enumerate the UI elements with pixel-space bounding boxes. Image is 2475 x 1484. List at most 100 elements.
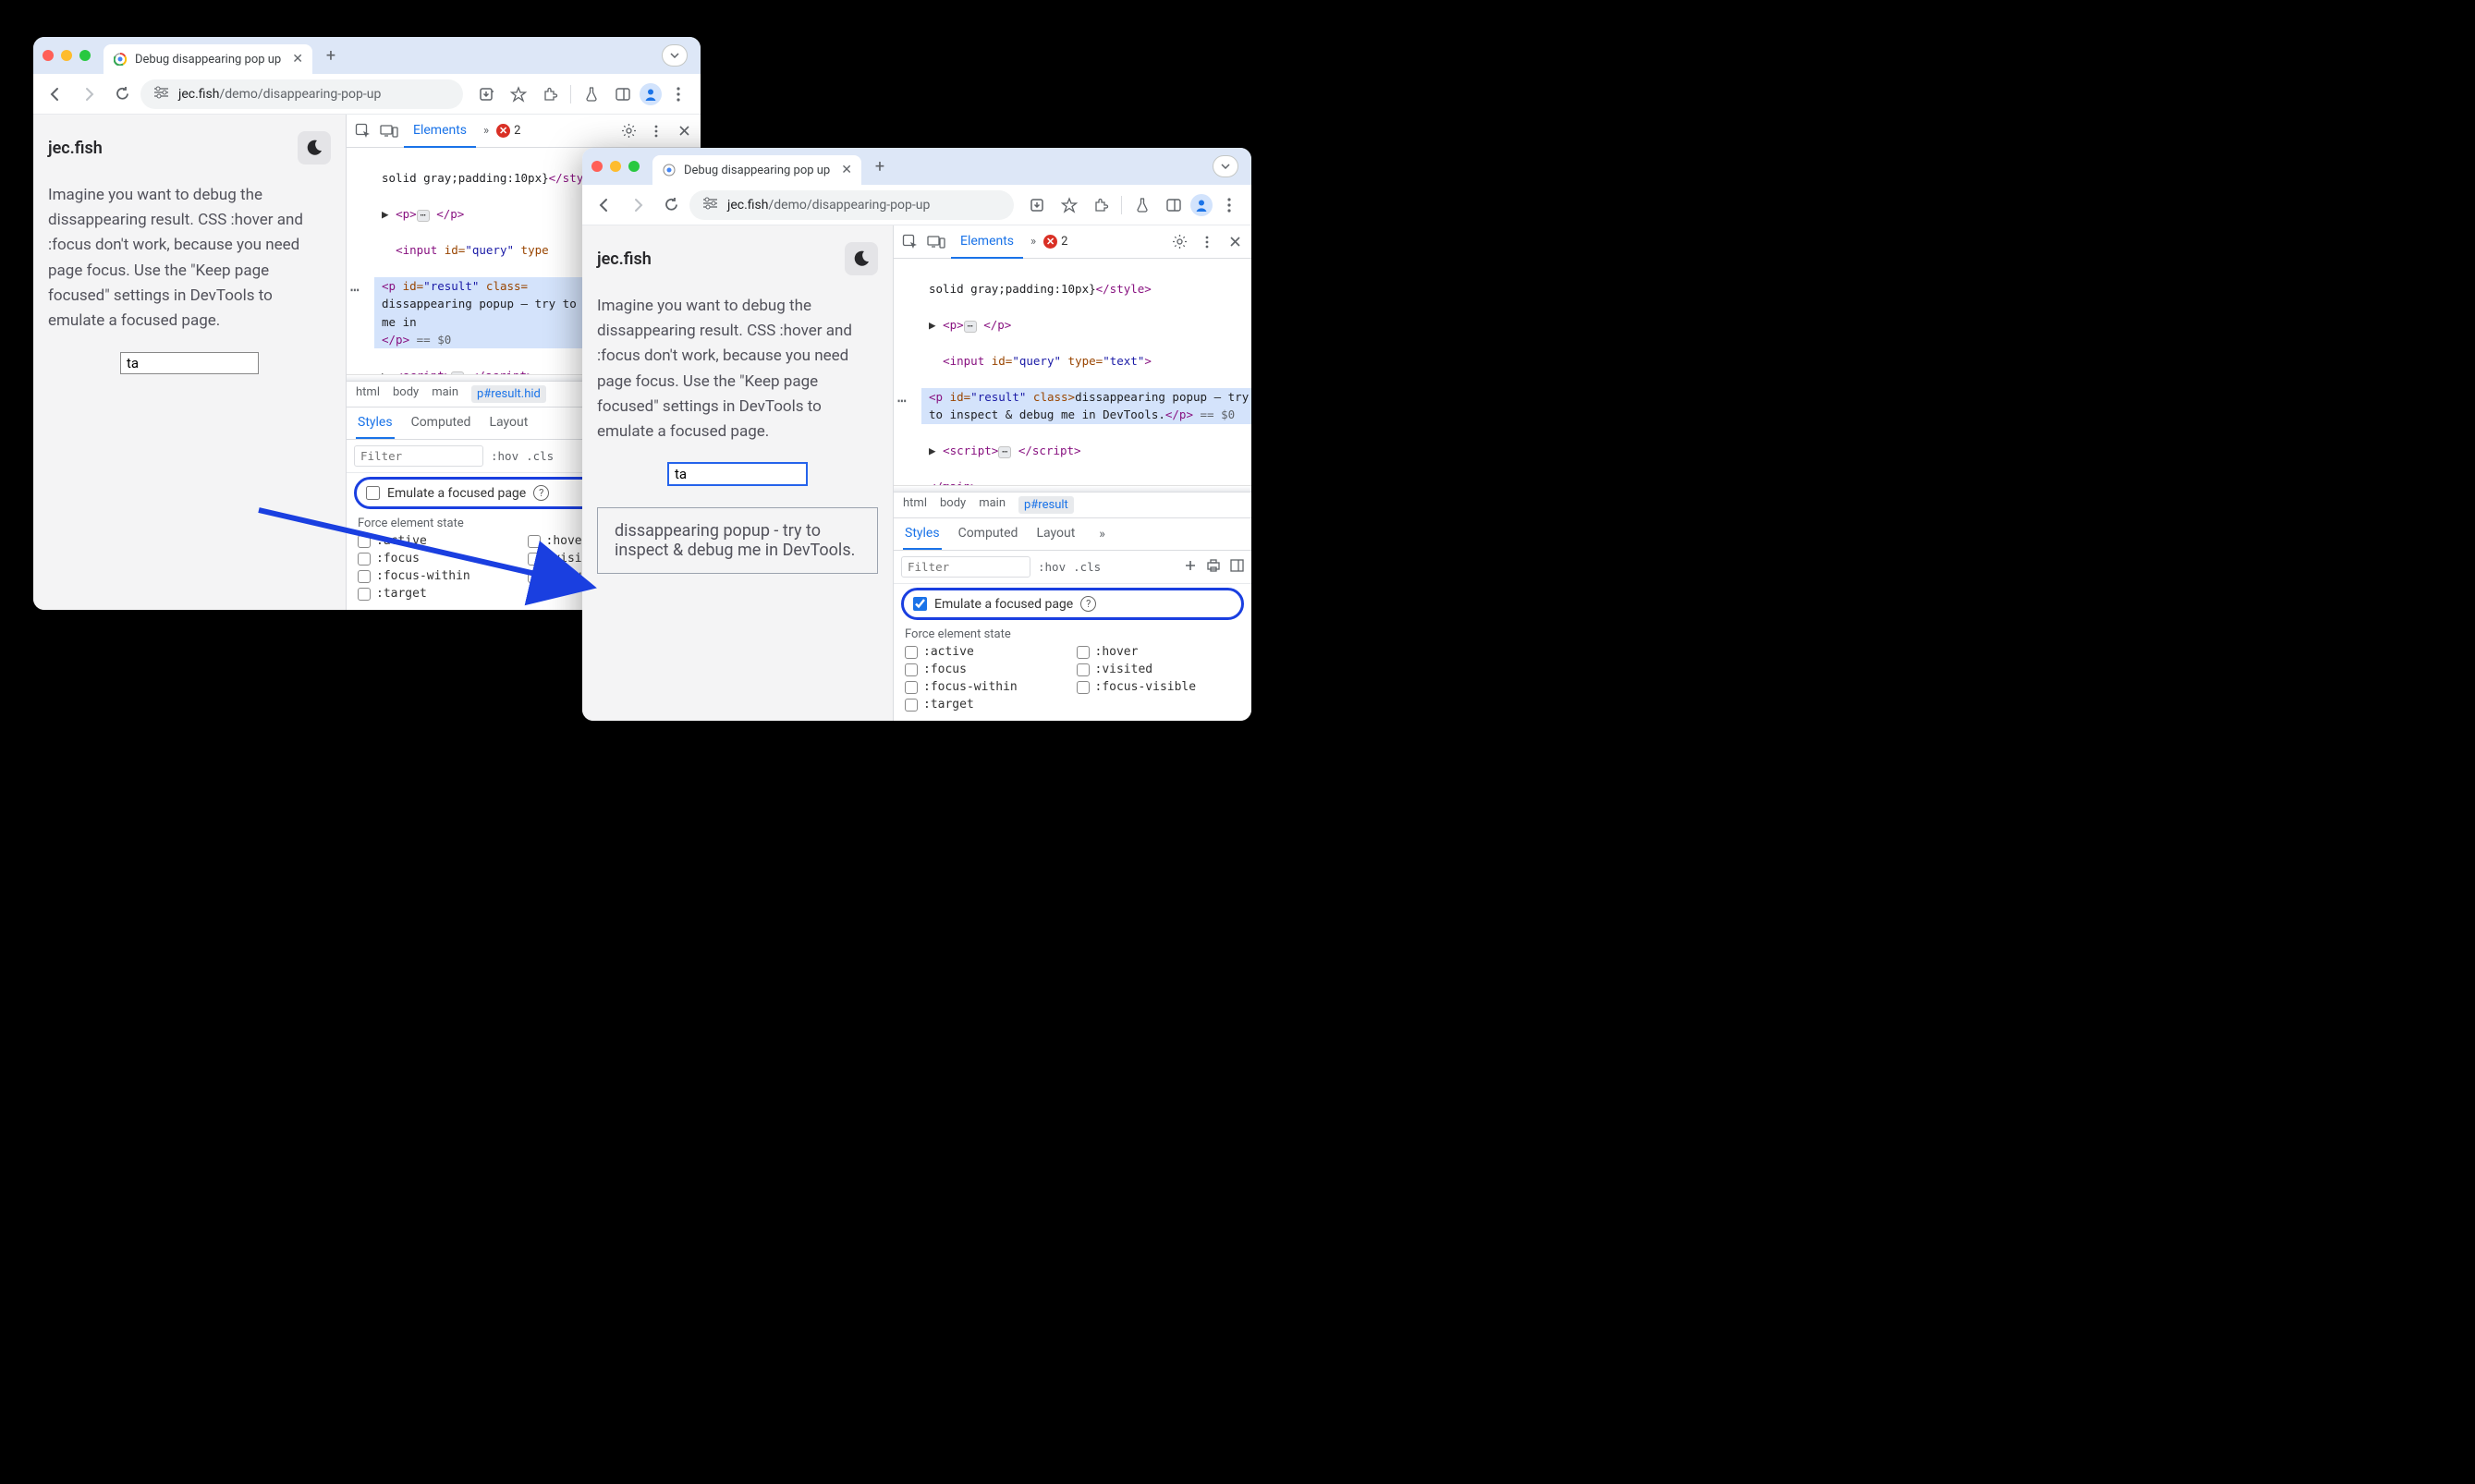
url-input[interactable]: jec.fish/demo/disappearing-pop-up [140, 79, 463, 109]
print-media-icon[interactable] [1206, 559, 1221, 575]
emulate-label: Emulate a focused page [387, 486, 526, 501]
theme-toggle[interactable] [845, 242, 878, 275]
query-input[interactable] [120, 352, 259, 374]
page-content: jec.fish Imagine you want to debug the d… [582, 225, 893, 721]
device-icon[interactable] [378, 120, 400, 142]
state-target[interactable]: :target [905, 698, 1069, 712]
browser-tab[interactable]: Debug disappearing pop up ✕ [652, 155, 861, 185]
computed-panel-icon[interactable] [1230, 559, 1244, 575]
tabs-overflow-icon[interactable]: » [1027, 235, 1040, 249]
favicon-icon [662, 163, 677, 177]
back-button[interactable] [41, 79, 70, 109]
close-tab-icon[interactable]: ✕ [292, 52, 303, 67]
back-button[interactable] [590, 190, 619, 220]
help-icon[interactable]: ? [1080, 596, 1096, 612]
maximize-window-btn[interactable] [79, 50, 91, 61]
forward-button[interactable] [74, 79, 104, 109]
close-window-btn[interactable] [43, 50, 54, 61]
settings-icon[interactable] [617, 120, 640, 142]
profile-avatar[interactable] [640, 83, 662, 105]
devtools-menu-icon[interactable] [645, 120, 667, 142]
tab-styles[interactable]: Styles [903, 518, 942, 550]
close-window-btn[interactable] [591, 161, 603, 172]
devtools-close-icon[interactable] [673, 120, 695, 142]
page-content: jec.fish Imagine you want to debug the d… [33, 115, 346, 610]
state-focus[interactable]: :focus [358, 552, 520, 566]
maximize-window-btn[interactable] [628, 161, 640, 172]
site-settings-icon[interactable] [702, 197, 718, 213]
tabs-overflow-icon[interactable]: » [480, 124, 493, 138]
theme-toggle[interactable] [298, 131, 331, 164]
browser-menu-icon[interactable] [664, 79, 693, 109]
reload-button[interactable] [656, 190, 686, 220]
tab-layout[interactable]: Layout [1034, 518, 1077, 550]
cls-toggle[interactable]: .cls [1073, 560, 1101, 574]
labs-icon[interactable] [577, 79, 606, 109]
inspect-icon[interactable] [899, 231, 921, 253]
tab-dropdown[interactable] [662, 44, 688, 67]
traffic-lights [591, 161, 640, 172]
url-input[interactable]: jec.fish/demo/disappearing-pop-up [689, 190, 1014, 220]
error-indicator[interactable]: ✕2 [496, 124, 520, 138]
selected-node[interactable]: ⋯ <p id="result" class>dissappearing pop… [921, 388, 1251, 424]
sidepanel-icon[interactable] [608, 79, 638, 109]
hscroll[interactable] [894, 485, 1251, 492]
cls-toggle[interactable]: .cls [526, 449, 554, 463]
tab-computed[interactable]: Computed [409, 407, 473, 439]
tab-elements[interactable]: Elements [951, 225, 1023, 259]
install-app-icon[interactable] [472, 79, 502, 109]
install-app-icon[interactable] [1023, 190, 1053, 220]
addr-actions [472, 79, 693, 109]
extensions-icon[interactable] [1086, 190, 1116, 220]
minimize-window-btn[interactable] [61, 50, 72, 61]
emulate-focused-checkbox[interactable] [913, 597, 927, 611]
state-focus-visible[interactable]: :focus-visible [1077, 680, 1241, 694]
tab-styles[interactable]: Styles [356, 407, 395, 439]
close-tab-icon[interactable]: ✕ [841, 163, 852, 177]
devtools-menu-icon[interactable] [1196, 231, 1218, 253]
minimize-window-btn[interactable] [610, 161, 621, 172]
extensions-icon[interactable] [535, 79, 565, 109]
state-focus[interactable]: :focus [905, 663, 1069, 676]
dom-tree[interactable]: solid gray;padding:10px}</style> ▶ <p>⋯ … [894, 259, 1251, 485]
new-style-icon[interactable] [1184, 559, 1197, 575]
tab-elements[interactable]: Elements [404, 115, 476, 148]
profile-avatar[interactable] [1190, 194, 1213, 216]
hov-toggle[interactable]: :hov [1038, 560, 1066, 574]
styles-filter-input[interactable] [354, 445, 483, 467]
inspect-icon[interactable] [352, 120, 374, 142]
breadcrumb[interactable]: html body main p#result [894, 492, 1251, 517]
emulate-focused-checkbox[interactable] [366, 486, 380, 500]
bookmark-icon[interactable] [1055, 190, 1084, 220]
state-hover[interactable]: :hover [1077, 645, 1241, 659]
state-target[interactable]: :target [358, 587, 520, 601]
state-focus-within[interactable]: :focus-within [905, 680, 1069, 694]
new-tab-button[interactable]: + [318, 43, 344, 68]
labs-icon[interactable] [1128, 190, 1157, 220]
tab-dropdown[interactable] [1213, 155, 1238, 177]
styles-filter-input[interactable] [901, 556, 1030, 578]
browser-menu-icon[interactable] [1214, 190, 1244, 220]
new-tab-button[interactable]: + [867, 153, 893, 179]
bookmark-icon[interactable] [504, 79, 533, 109]
styles-overflow-icon[interactable]: » [1095, 527, 1109, 541]
state-active[interactable]: :active [358, 534, 520, 548]
state-visited[interactable]: :visited [1077, 663, 1241, 676]
device-icon[interactable] [925, 231, 947, 253]
hov-toggle[interactable]: :hov [491, 449, 518, 463]
emulate-focused-page-row[interactable]: Emulate a focused page ? [901, 588, 1244, 620]
state-focus-within[interactable]: :focus-within [358, 569, 520, 583]
tab-layout[interactable]: Layout [487, 407, 530, 439]
reload-button[interactable] [107, 79, 137, 109]
site-settings-icon[interactable] [153, 86, 169, 103]
help-icon[interactable]: ? [533, 485, 549, 501]
state-active[interactable]: :active [905, 645, 1069, 659]
forward-button[interactable] [623, 190, 652, 220]
tab-computed[interactable]: Computed [957, 518, 1020, 550]
error-indicator[interactable]: ✕2 [1043, 235, 1067, 249]
browser-tab[interactable]: Debug disappearing pop up ✕ [104, 44, 312, 74]
query-input[interactable] [668, 463, 807, 485]
sidepanel-icon[interactable] [1159, 190, 1189, 220]
settings-icon[interactable] [1168, 231, 1190, 253]
devtools-close-icon[interactable] [1224, 231, 1246, 253]
